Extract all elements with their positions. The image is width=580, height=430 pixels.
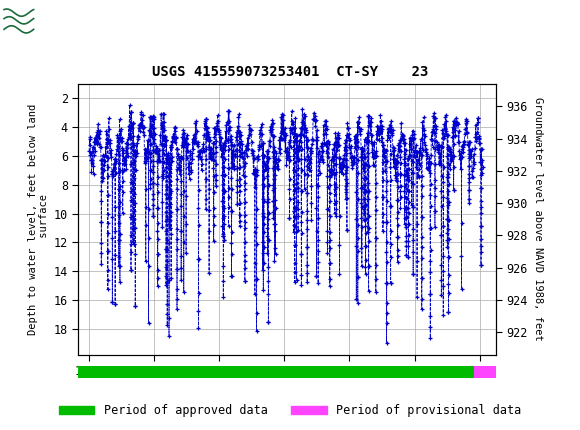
Legend: Period of approved data, Period of provisional data: Period of approved data, Period of provi…	[54, 399, 526, 422]
Y-axis label: Depth to water level, feet below land
 surface: Depth to water level, feet below land su…	[28, 104, 49, 335]
Bar	[474, 366, 496, 378]
Bar	[3, 2, 55, 43]
Text: USGS: USGS	[58, 14, 113, 31]
Y-axis label: Groundwater level above NAVD 1988, feet: Groundwater level above NAVD 1988, feet	[533, 98, 543, 341]
Text: USGS 415559073253401  CT-SY    23: USGS 415559073253401 CT-SY 23	[152, 64, 428, 79]
